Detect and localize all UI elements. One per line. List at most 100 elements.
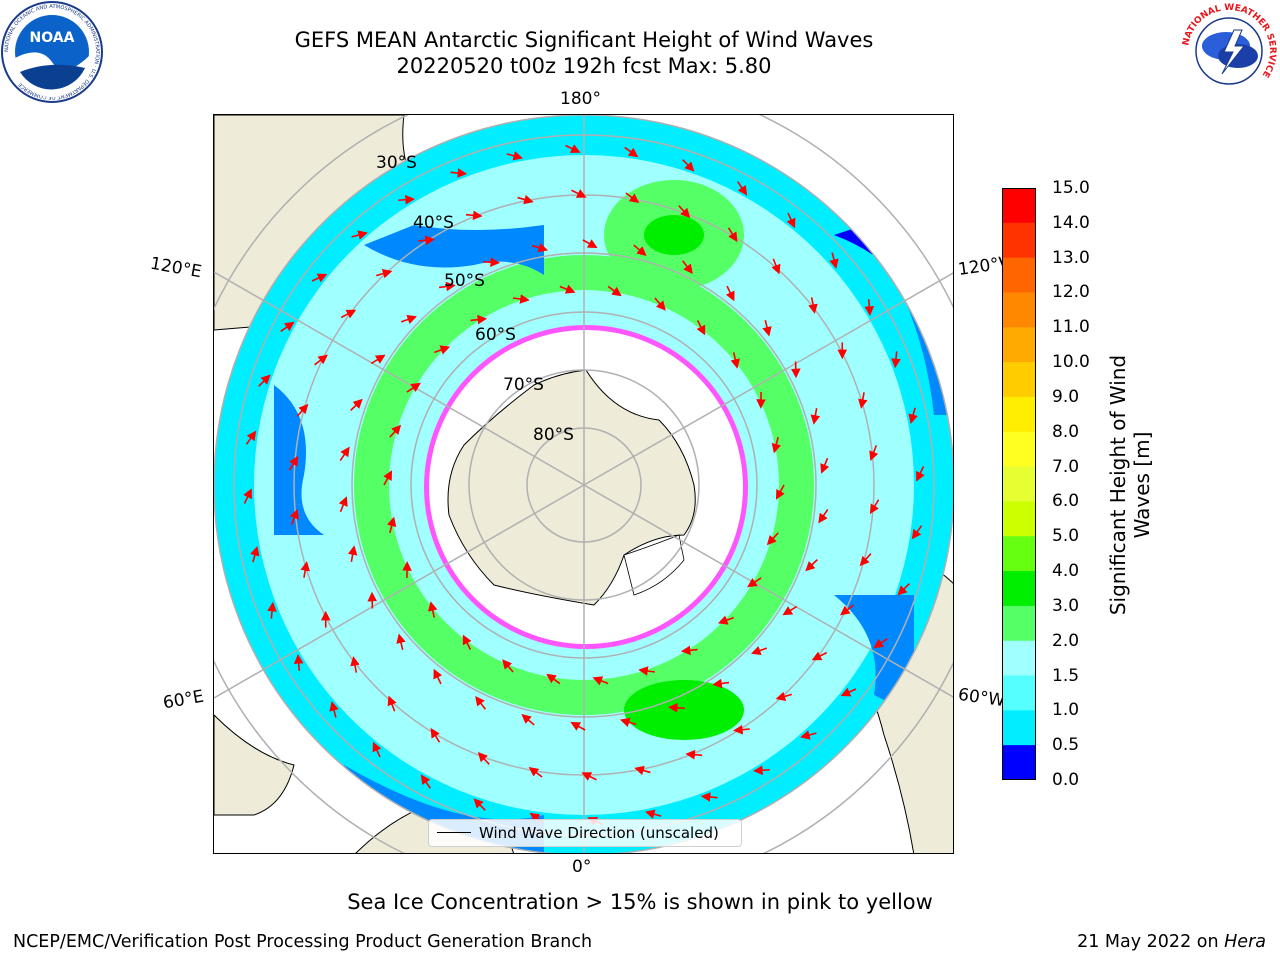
run-host: Hera (1224, 932, 1266, 952)
wave-direction-arrow (818, 509, 829, 524)
colorbar-tick-label: 1.0 (1052, 700, 1080, 721)
colorbar-tick-label: 13.0 (1052, 247, 1090, 268)
wave-direction-arrow (696, 320, 706, 336)
run-date-text: 21 May 2022 on (1077, 932, 1225, 952)
wave-direction-arrow (762, 320, 772, 337)
wave-direction-arrow (267, 601, 277, 619)
polar-map: Wind Wave Direction (unscaled) (213, 114, 954, 854)
wave-direction-arrow (727, 227, 738, 243)
lon-label-0: 0° (572, 857, 592, 877)
wave-direction-arrow (869, 499, 880, 515)
wave-direction-arrow (483, 257, 501, 267)
wave-direction-arrow (400, 314, 417, 325)
wave-direction-arrow (428, 601, 438, 618)
wave-direction-arrow (829, 252, 839, 269)
wave-direction-arrow (350, 398, 363, 411)
wave-direction-arrow (607, 285, 622, 297)
wave-direction-arrow (667, 703, 685, 713)
wave-direction-arrow (634, 765, 651, 776)
wave-direction-arrow (766, 532, 779, 546)
wave-direction-arrow (396, 633, 406, 650)
wave-direction-arrow (645, 809, 662, 819)
wave-direction-arrow (450, 168, 468, 178)
wave-direction-arrow (311, 273, 328, 283)
wave-direction-arrow (869, 445, 879, 462)
wave-direction-arrow (473, 798, 486, 811)
wave-direction-arrow (389, 424, 402, 438)
colorbar-segment (1002, 571, 1036, 607)
wave-direction-arrow (840, 687, 857, 697)
wave-direction-arrow (786, 212, 796, 229)
wave-direction-arrow (808, 297, 818, 314)
wave-direction-arrow (897, 583, 910, 596)
colorbar-tick-label: 15.0 (1052, 178, 1090, 198)
wave-direction-arrow (329, 701, 339, 718)
wave-direction-arrow (771, 436, 781, 454)
colorbar-tick-label: 11.0 (1052, 317, 1090, 338)
wave-direction-arrow (340, 309, 357, 319)
wave-direction-arrow (433, 668, 443, 685)
run-date: 21 May 2022 on Hera (1077, 932, 1266, 952)
wave-direction-arrow (678, 205, 691, 219)
colorbar-segment (1002, 710, 1036, 746)
wave-direction-arrow (753, 765, 770, 776)
wave-direction-arrow (531, 243, 549, 253)
wave-direction-arrow (681, 260, 693, 275)
svg-text:NOAA: NOAA (30, 30, 75, 46)
wave-direction-arrow (771, 258, 781, 275)
wave-direction-arrow (570, 722, 586, 731)
wave-direction-arrow (430, 727, 441, 743)
colorbar-tick-label: 10.0 (1052, 352, 1090, 373)
colorbar-segment (1002, 605, 1036, 642)
colorbar-segment (1002, 327, 1036, 363)
wave-direction-arrow (339, 446, 350, 461)
colorbar-segment (1002, 396, 1036, 433)
wave-direction-arrow (300, 561, 310, 578)
wave-direction-arrow (296, 403, 309, 417)
sea-ice-note: Sea Ice Concentration > 15% is shown in … (347, 890, 933, 914)
legend-label: Wind Wave Direction (unscaled) (479, 824, 719, 842)
wave-direction-arrow (712, 678, 730, 689)
colorbar-tick-label: 9.0 (1052, 386, 1080, 407)
wave-direction-arrow (775, 691, 793, 701)
colorbar-segment (1002, 745, 1036, 780)
colorbar-tick-label: 7.0 (1052, 456, 1080, 477)
wave-direction-arrow (243, 488, 252, 504)
wave-direction-arrow (571, 189, 587, 198)
wave-direction-arrow (528, 766, 543, 778)
wave-direction-arrow (370, 354, 386, 365)
wave-direction-arrow (420, 774, 431, 789)
wave-direction-arrow (916, 466, 925, 482)
credit-line: NCEP/EMC/Verification Post Processing Pr… (13, 932, 593, 952)
colorbar-segment (1002, 466, 1036, 502)
wave-direction-arrow (289, 508, 299, 525)
wave-direction-arrow (811, 651, 828, 661)
lat-label-80s: 80°S (533, 425, 574, 445)
wave-direction-arrow (418, 235, 435, 246)
wave-direction-arrow (730, 352, 740, 369)
colorbar-tick-label: 2.0 (1052, 630, 1080, 651)
lat-label-70s: 70°S (503, 375, 544, 395)
wave-direction-arrow (625, 192, 640, 204)
wave-direction-arrow (434, 345, 451, 355)
wave-direction-arrow (398, 194, 415, 205)
wave-direction-arrow (775, 484, 785, 500)
wave-direction-arrow (250, 546, 260, 563)
wave-direction-arrow (565, 144, 581, 153)
colorbar-tick-label: 3.0 (1052, 595, 1080, 616)
lat-label-60s: 60°S (475, 325, 516, 345)
colorbar-segment (1002, 222, 1036, 259)
lat-label-40s: 40°S (413, 213, 454, 233)
wave-direction-arrow (383, 470, 393, 486)
colorbar-tick-label: 0.0 (1052, 770, 1080, 790)
wave-direction-arrow (747, 577, 762, 588)
wave-direction-arrow (258, 374, 271, 387)
wave-direction-arrow (891, 351, 901, 369)
wave-direction-arrow (512, 294, 530, 304)
wave-direction-arrow (800, 730, 817, 740)
wave-direction-arrow (406, 382, 421, 393)
wave-direction-arrow (810, 408, 821, 425)
wave-direction-arrow (521, 714, 535, 726)
wave-direction-arrow (338, 496, 348, 513)
wave-direction-arrow (582, 239, 598, 248)
